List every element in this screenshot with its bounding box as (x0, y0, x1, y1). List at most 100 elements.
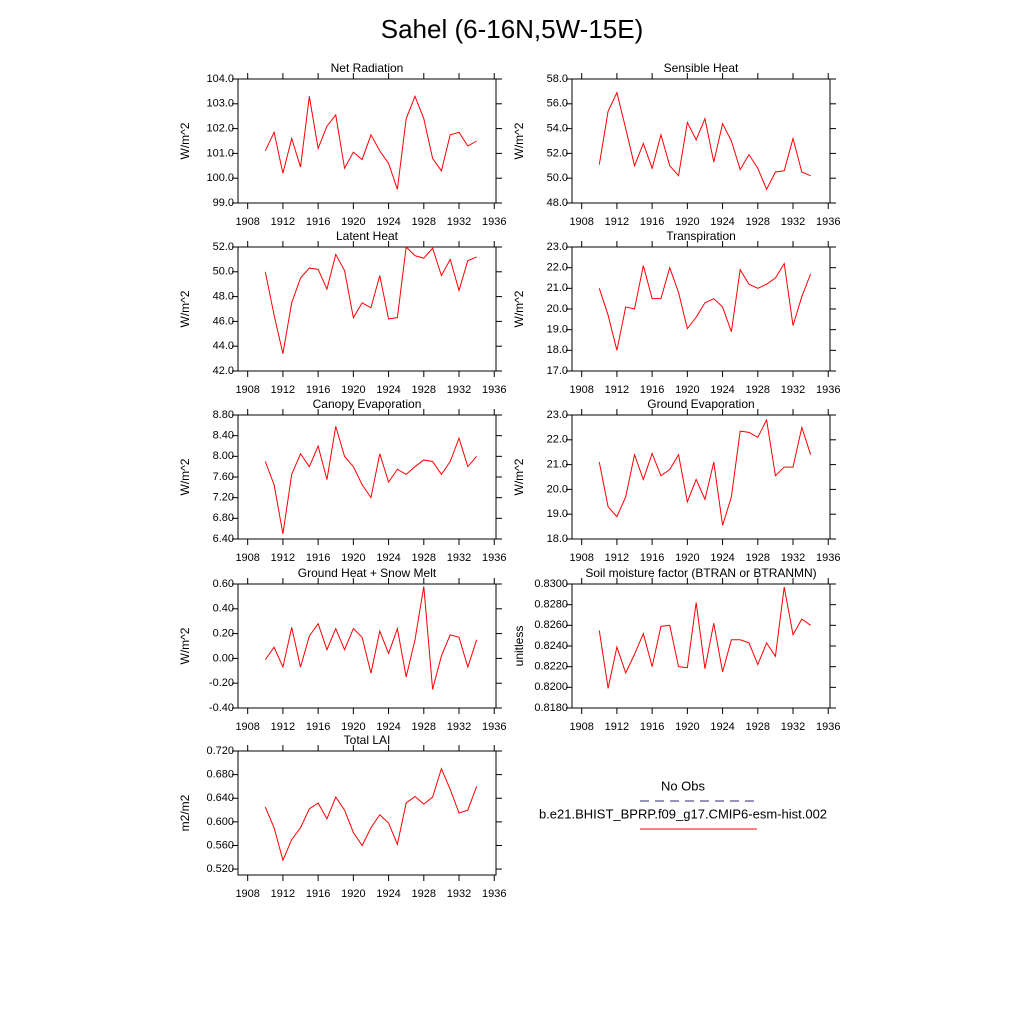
y-tick-label: 0.20 (213, 628, 234, 640)
x-tick-label: 1920 (675, 216, 699, 228)
data-line (264, 767, 478, 862)
y-tick-label: 19.0 (547, 324, 568, 336)
y-tick-label: 99.0 (213, 197, 234, 209)
x-tick-label: 1928 (412, 552, 436, 564)
x-tick-label: 1924 (710, 552, 734, 564)
y-tick-label: 103.0 (206, 98, 234, 110)
data-line (598, 418, 812, 526)
y-tick-label: 8.00 (213, 450, 234, 462)
y-tick-label: 0.600 (206, 816, 234, 828)
y-tick-label: 104.0 (206, 73, 234, 85)
y-tick-label: 58.0 (547, 73, 568, 85)
y-axis-label: W/m^2 (178, 627, 192, 664)
y-tick-label: 50.0 (213, 266, 234, 278)
y-tick-label: 21.0 (547, 459, 568, 471)
y-tick-label: 42.0 (213, 365, 234, 377)
x-tick-label: 1908 (235, 552, 259, 564)
x-tick-label: 1932 (781, 721, 805, 733)
x-tick-label: 1912 (605, 552, 629, 564)
panel: Soil moisture factor (BTRAN or BTRANMN) u… (512, 566, 840, 733)
x-tick-label: 1936 (482, 552, 506, 564)
x-tick-label: 1920 (341, 552, 365, 564)
legend-label: b.e21.BHIST_BPRP.f09_g17.CMIP6-esm-hist.… (539, 806, 827, 821)
y-tick-label: 17.0 (547, 365, 568, 377)
panel: Ground Evaporation W/m^2 1908 1912 1916 1920 1… (512, 397, 840, 564)
y-tick-label: -0.40 (209, 702, 234, 714)
x-tick-label: 1920 (675, 721, 699, 733)
x-tick-label: 1916 (306, 552, 330, 564)
y-tick-label: 56.0 (547, 98, 568, 110)
y-tick-label: 0.560 (206, 839, 234, 851)
x-tick-label: 1932 (447, 721, 471, 733)
y-tick-label: 52.0 (213, 241, 234, 253)
y-tick-label: 101.0 (206, 147, 234, 159)
x-tick-label: 1928 (412, 216, 436, 228)
y-axis-label: W/m^2 (512, 122, 526, 159)
data-line (264, 586, 478, 690)
y-tick-label: 0.8220 (534, 661, 568, 673)
y-tick-label: 0.40 (213, 603, 234, 615)
y-tick-label: 22.0 (547, 434, 568, 446)
x-tick-label: 1924 (376, 552, 400, 564)
x-tick-label: 1912 (271, 721, 295, 733)
x-tick-label: 1908 (569, 552, 593, 564)
y-tick-label: 22.0 (547, 262, 568, 274)
x-tick-label: 1916 (306, 216, 330, 228)
y-tick-label: 52.0 (547, 147, 568, 159)
y-tick-label: 20.0 (547, 483, 568, 495)
x-tick-label: 1912 (271, 552, 295, 564)
x-tick-label: 1936 (482, 888, 506, 900)
x-tick-label: 1908 (569, 384, 593, 396)
x-tick-label: 1908 (235, 384, 259, 396)
x-tick-label: 1924 (376, 216, 400, 228)
x-tick-label: 1924 (710, 216, 734, 228)
y-tick-label: 18.0 (547, 344, 568, 356)
x-tick-label: 1908 (235, 721, 259, 733)
x-tick-label: 1932 (447, 384, 471, 396)
panel-title: Soil moisture factor (BTRAN or BTRANMN) (585, 566, 816, 580)
y-tick-label: 54.0 (547, 123, 568, 135)
panel-title: Ground Evaporation (647, 397, 754, 411)
y-tick-label: -0.20 (209, 677, 234, 689)
y-tick-label: 102.0 (206, 123, 234, 135)
x-tick-label: 1936 (482, 216, 506, 228)
x-tick-label: 1932 (447, 552, 471, 564)
x-tick-label: 1932 (781, 552, 805, 564)
y-tick-label: 0.8300 (534, 578, 568, 590)
panel: Net Radiation W/m^2 1908 1912 1916 1920 1924 19… (178, 61, 506, 228)
x-tick-label: 1912 (605, 216, 629, 228)
y-tick-label: 23.0 (547, 241, 568, 253)
y-tick-label: 50.0 (547, 172, 568, 184)
legend-label: No Obs (661, 778, 706, 793)
x-tick-label: 1912 (271, 888, 295, 900)
y-tick-label: 0.8260 (534, 619, 568, 631)
x-tick-label: 1908 (235, 216, 259, 228)
y-tick-label: 0.680 (206, 769, 234, 781)
x-tick-label: 1932 (781, 216, 805, 228)
panel: Ground Heat + Snow Melt W/m^2 1908 1912 1916… (178, 566, 506, 733)
panel-title: Total LAI (344, 733, 391, 747)
y-tick-label: 8.80 (213, 409, 234, 421)
y-tick-label: 0.8280 (534, 599, 568, 611)
x-tick-label: 1928 (746, 384, 770, 396)
plot-frame (237, 750, 497, 876)
y-tick-label: 0.520 (206, 863, 234, 875)
y-tick-label: 100.0 (206, 172, 234, 184)
x-tick-label: 1924 (376, 384, 400, 396)
plot-frame (571, 78, 831, 204)
x-tick-label: 1936 (816, 384, 840, 396)
y-tick-label: 0.00 (213, 652, 234, 664)
x-tick-label: 1932 (447, 216, 471, 228)
panel-title: Transpiration (666, 229, 736, 243)
panel-title: Latent Heat (336, 229, 399, 243)
x-tick-label: 1912 (605, 721, 629, 733)
panel: Canopy Evaporation W/m^2 1908 1912 1916 1920 1… (178, 397, 506, 564)
x-tick-label: 1908 (235, 888, 259, 900)
y-tick-label: 0.640 (206, 792, 234, 804)
y-tick-label: 21.0 (547, 282, 568, 294)
x-tick-label: 1908 (569, 721, 593, 733)
y-tick-label: 48.0 (213, 291, 234, 303)
x-tick-label: 1920 (341, 384, 365, 396)
